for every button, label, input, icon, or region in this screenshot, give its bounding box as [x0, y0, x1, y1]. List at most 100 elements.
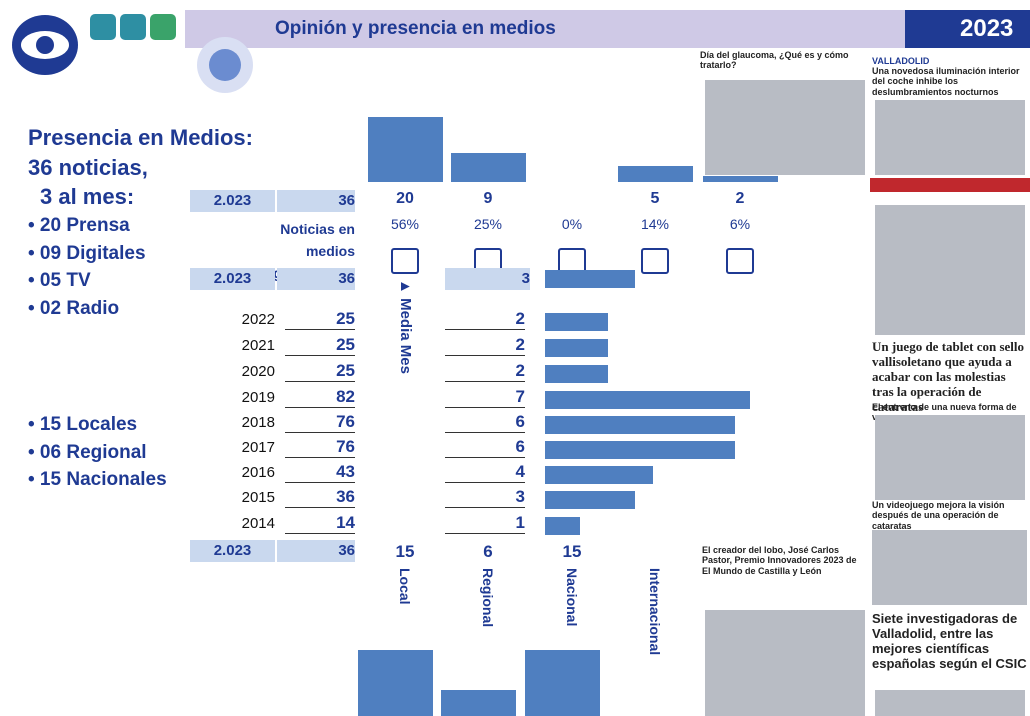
- monthly: 2: [445, 309, 525, 330]
- year: 2016: [241, 464, 275, 481]
- year: 2023: [960, 15, 1014, 42]
- monthly: 2: [445, 361, 525, 382]
- scope-label: Nacional: [564, 568, 580, 627]
- media-bullet: • 20 Prensa: [28, 215, 130, 236]
- media-bullet: • 05 TV: [28, 270, 91, 291]
- history-bar: [545, 391, 750, 409]
- logos: [12, 14, 253, 93]
- clipping-photo: [875, 690, 1025, 716]
- clipping-photo: [875, 205, 1025, 335]
- clipping-photo: [872, 530, 1027, 605]
- scope-bullet: • 06 Regional: [28, 441, 147, 463]
- clipping-headline: Un videojuego mejora la visión después d…: [872, 500, 1005, 531]
- header-band: [185, 10, 905, 48]
- media-icon: [391, 248, 419, 274]
- year: 2021: [241, 337, 275, 354]
- history-bar: [545, 441, 735, 459]
- year-cell: 2.023: [190, 540, 275, 562]
- clipping-bar: [870, 178, 1030, 192]
- history-bar: [545, 339, 608, 357]
- year: 2015: [241, 489, 275, 506]
- year: 2018: [241, 414, 275, 431]
- scope-bullet: • 15 Locales: [28, 414, 138, 435]
- media-bar: [368, 117, 443, 182]
- history-bar: [545, 416, 735, 434]
- history-bar: [545, 313, 608, 331]
- media-share: 6%: [729, 216, 751, 232]
- media-bullet: • 02 Radio: [28, 297, 120, 319]
- scope-count: 15: [562, 542, 582, 561]
- total: 25: [285, 361, 355, 382]
- media-icon: [641, 248, 669, 274]
- clipping-headline: Siete investigadoras de Valladolid, entr…: [872, 611, 1027, 671]
- total-cell: 36: [277, 190, 355, 212]
- scope-bar: [525, 650, 600, 716]
- year: 2020: [241, 363, 275, 380]
- scope-label: Internacional: [647, 568, 663, 656]
- total: 25: [285, 309, 355, 330]
- year-cell: 2.023: [190, 190, 275, 212]
- clipping-headline: Día del glaucoma, ¿Qué es y cómo tratarl…: [700, 50, 849, 71]
- total: 76: [285, 412, 355, 433]
- monthly: 3: [445, 487, 525, 508]
- year: 2019: [241, 389, 275, 406]
- media-icon: [726, 248, 754, 274]
- scope-label: Local: [397, 568, 413, 605]
- monthly: 1: [445, 513, 525, 534]
- media-bullet: • 09 Digitales: [28, 242, 146, 264]
- year: 2014: [241, 515, 275, 532]
- media-count: 20: [396, 190, 414, 207]
- summary-monthly: 3 al mes:: [40, 184, 135, 209]
- scope-count: 15: [395, 542, 415, 561]
- title: Opinión y presencia en medios: [275, 18, 556, 39]
- total: 25: [285, 335, 355, 356]
- scope-bar: [441, 689, 516, 716]
- media-share: 56%: [390, 216, 420, 232]
- clipping-photo: [705, 610, 865, 716]
- clipping-photo: [875, 100, 1025, 175]
- scope-bar: [358, 650, 433, 716]
- scope-bullet: • 15 Nacionales: [28, 469, 167, 490]
- history-bar: [545, 466, 653, 484]
- total: 36: [285, 487, 355, 508]
- clipping-headline: VALLADOLID: [872, 56, 930, 66]
- media-bar: [451, 152, 526, 182]
- history-bar: [545, 365, 608, 383]
- media-bar: [618, 165, 693, 182]
- media-bar: [703, 175, 778, 182]
- clipping-headline: Una novedosa iluminación interior del co…: [872, 66, 1020, 97]
- media-mes: ▲ Media Mes: [396, 279, 414, 374]
- year: 2017: [241, 439, 275, 456]
- clipping-photo: [705, 80, 865, 175]
- summary-total: 36 noticias,: [28, 155, 148, 180]
- summary-heading: Presencia en Medios:: [28, 125, 253, 150]
- monthly: 6: [445, 412, 525, 433]
- monthly: 6: [445, 437, 525, 458]
- total: 76: [285, 437, 355, 458]
- monthly: 2: [445, 335, 525, 356]
- media-share: 0%: [561, 216, 583, 232]
- total: 14: [285, 513, 355, 534]
- clipping-headline: Un juego de tablet con sello vallisoleta…: [872, 339, 1025, 414]
- total-cell: 36: [277, 268, 355, 290]
- monthly: 4: [445, 462, 525, 483]
- media-share: 14%: [640, 216, 670, 232]
- media-count: 5: [650, 190, 660, 207]
- year-band: [905, 10, 1030, 48]
- media-count: 2: [735, 190, 745, 207]
- scope-count: 6: [483, 542, 493, 561]
- total: 82: [285, 387, 355, 408]
- year: 2022: [241, 311, 275, 328]
- history-bar: [545, 517, 580, 535]
- total-cell: 36: [277, 540, 355, 562]
- history-bar: [545, 491, 635, 509]
- history-bar: [545, 270, 635, 288]
- scope-label: Regional: [480, 568, 496, 628]
- media-count: 9: [483, 190, 493, 207]
- monthly: 7: [445, 387, 525, 408]
- total: 43: [285, 462, 355, 483]
- clipping-headline: El creador del lobo, José Carlos Pastor,…: [702, 545, 857, 576]
- media-share: 25%: [473, 216, 503, 232]
- clipping-photo: [875, 415, 1025, 500]
